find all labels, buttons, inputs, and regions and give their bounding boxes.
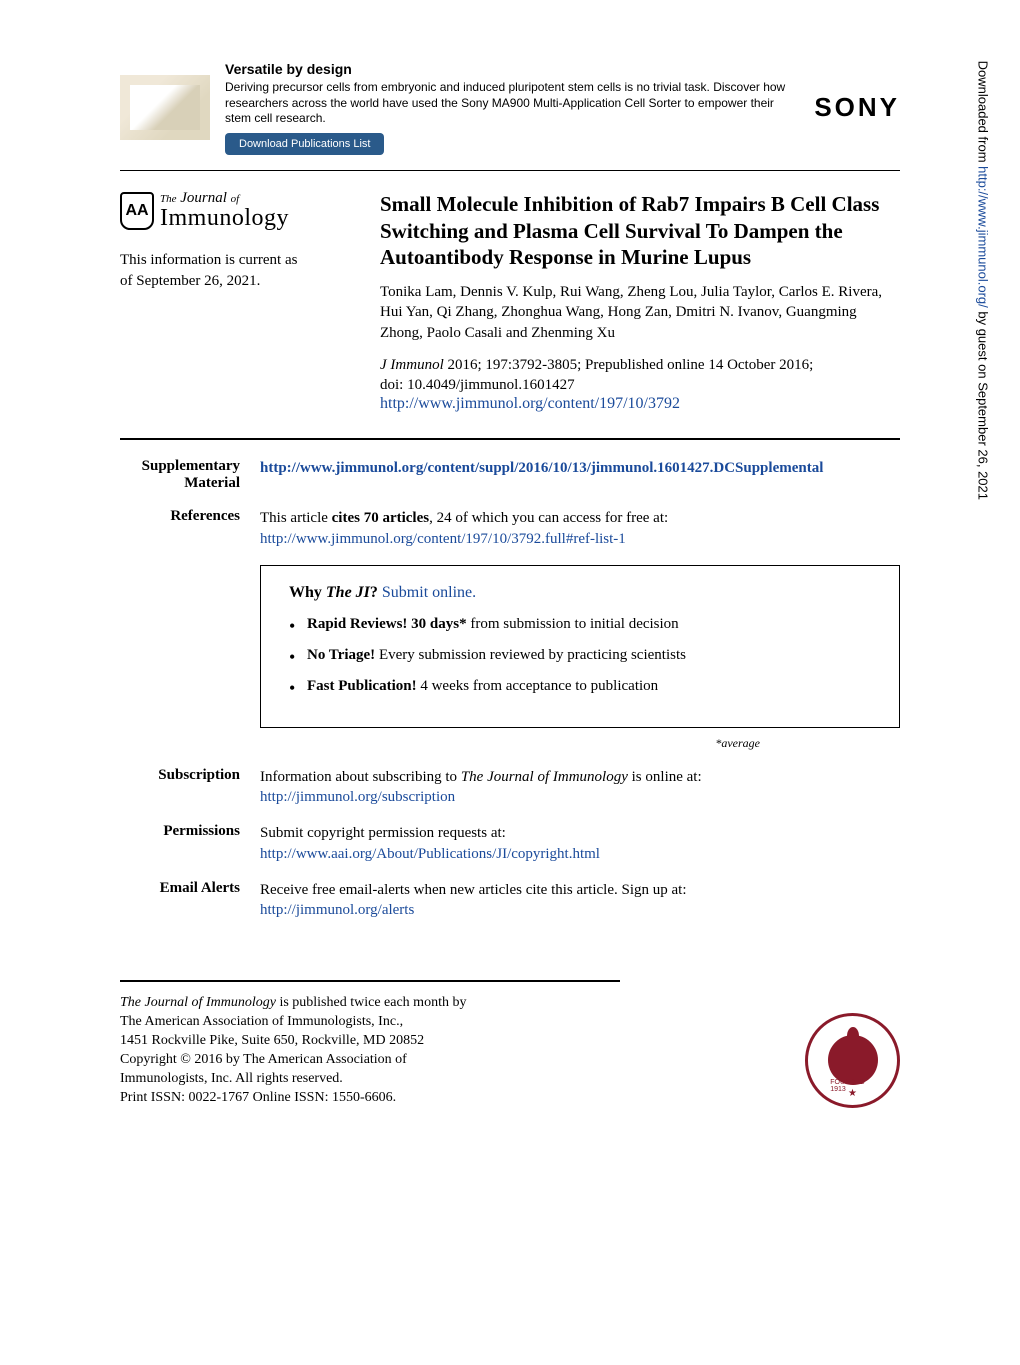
footer-line-3: 1451 Rockville Pike, Suite 650, Rockvill… (120, 1032, 765, 1051)
ad-body: Deriving precursor cells from embryonic … (225, 80, 799, 127)
average-note: *average (120, 736, 760, 751)
perm-text: Submit copyright permission requests at: (260, 825, 506, 841)
journal-word: Journal (180, 190, 227, 206)
footer-text: The Journal of Immunology is published t… (120, 980, 765, 1107)
ad-download-button[interactable]: Download Publications List (225, 133, 384, 155)
left-column: AA The Journal of Immunology This inform… (120, 191, 350, 413)
b1-bold: Rapid Reviews! 30 days* (307, 616, 467, 632)
b2-bold: No Triage! (307, 647, 375, 663)
authors: Tonika Lam, Dennis V. Kulp, Rui Wang, Zh… (380, 282, 900, 343)
why-pre: Why (289, 584, 326, 601)
references-row: References This article cites 70 article… (120, 508, 900, 549)
sidebar-post: by guest on September 26, 2021 (975, 308, 990, 500)
why-em: The JI (326, 584, 370, 601)
why-box: Why The JI? Submit online. Rapid Reviews… (260, 565, 900, 728)
journal-name: The Journal of Immunology (160, 191, 289, 230)
aai-seal-inner (828, 1035, 878, 1085)
citation-journal: J Immunol (380, 357, 444, 373)
why-list: Rapid Reviews! 30 days* from submission … (289, 616, 871, 695)
footer-line-6: Print ISSN: 0022-1767 Online ISSN: 1550-… (120, 1089, 765, 1108)
footer-line-1: The Journal of Immunology is published t… (120, 994, 765, 1013)
aai-seal-icon: FOUNDED 1913 (805, 1013, 900, 1108)
footer-row: The Journal of Immunology is published t… (120, 980, 900, 1107)
of-word: of (231, 193, 240, 205)
ad-banner: Versatile by design Deriving precursor c… (120, 60, 900, 171)
sub-post: is online at: (628, 769, 702, 785)
b2-rest: Every submission reviewed by practicing … (375, 647, 686, 663)
footer-line-4: Copyright © 2016 by The American Associa… (120, 1051, 765, 1070)
divider-1 (120, 438, 900, 440)
alerts-text: Receive free email-alerts when new artic… (260, 882, 687, 898)
citation-rest: 2016; 197:3792-3805; Prepublished online… (444, 357, 814, 373)
b3-bold: Fast Publication! (307, 678, 417, 694)
f1-em: The Journal of Immunology (120, 995, 276, 1010)
why-q: ? (370, 584, 382, 601)
permissions-value: Submit copyright permission requests at:… (260, 823, 900, 864)
supplementary-value: http://www.jimmunol.org/content/suppl/20… (260, 458, 900, 492)
journal-logo: AA The Journal of Immunology (120, 191, 350, 230)
supplementary-link[interactable]: http://www.jimmunol.org/content/suppl/20… (260, 460, 823, 476)
ad-image (120, 75, 210, 140)
why-title: Why The JI? Submit online. (289, 584, 871, 602)
ref-post: , 24 of which you can access for free at… (429, 510, 668, 526)
footer-divider (120, 980, 620, 982)
current-line-1: This information is current as (120, 250, 350, 271)
sidebar-pre: Downloaded from (975, 61, 990, 167)
alerts-value: Receive free email-alerts when new artic… (260, 880, 900, 921)
sidebar-download-text: Downloaded from http://www.jimmunol.org/… (975, 61, 990, 500)
permissions-label: Permissions (120, 823, 240, 864)
subscription-row: Subscription Information about subscribi… (120, 767, 900, 808)
supplementary-row: Supplementary Material http://www.jimmun… (120, 458, 900, 492)
sub-em: The Journal of Immunology (461, 769, 628, 785)
footer-line-2: The American Association of Immunologist… (120, 1013, 765, 1032)
current-line-2: of September 26, 2021. (120, 271, 350, 292)
permissions-link[interactable]: http://www.aai.org/About/Publications/JI… (260, 846, 600, 862)
footer-line-5: Immunologists, Inc. All rights reserved. (120, 1070, 765, 1089)
journal-name-top: The Journal of (160, 191, 289, 206)
doi: doi: 10.4049/jimmunol.1601427 (380, 375, 900, 395)
the-word: The (160, 193, 177, 205)
sidebar-link[interactable]: http://www.jimmunol.org/ (975, 166, 990, 308)
why-bullet-1: Rapid Reviews! 30 days* from submission … (307, 616, 871, 633)
alerts-label: Email Alerts (120, 880, 240, 921)
shield-icon: AA (120, 192, 154, 230)
citation: J Immunol 2016; 197:3792-3805; Prepublis… (380, 355, 900, 375)
why-bullet-2: No Triage! Every submission reviewed by … (307, 647, 871, 664)
alerts-link[interactable]: http://jimmunol.org/alerts (260, 902, 414, 918)
article-title: Small Molecule Inhibition of Rab7 Impair… (380, 191, 900, 270)
references-link[interactable]: http://www.jimmunol.org/content/197/10/3… (260, 531, 626, 547)
permissions-row: Permissions Submit copyright permission … (120, 823, 900, 864)
why-bullet-3: Fast Publication! 4 weeks from acceptanc… (307, 678, 871, 695)
submit-online-link[interactable]: Submit online. (382, 584, 476, 601)
sony-logo: SONY (814, 92, 900, 123)
alerts-row: Email Alerts Receive free email-alerts w… (120, 880, 900, 921)
current-info: This information is current as of Septem… (120, 250, 350, 292)
ad-title: Versatile by design (225, 60, 799, 78)
references-label: References (120, 508, 240, 549)
subscription-link[interactable]: http://jimmunol.org/subscription (260, 789, 455, 805)
article-url-link[interactable]: http://www.jimmunol.org/content/197/10/3… (380, 395, 680, 412)
subscription-value: Information about subscribing to The Jou… (260, 767, 900, 808)
header-row: AA The Journal of Immunology This inform… (120, 191, 900, 413)
journal-name-bottom: Immunology (160, 206, 289, 230)
sub-pre: Information about subscribing to (260, 769, 461, 785)
b3-rest: 4 weeks from acceptance to publication (417, 678, 659, 694)
supplementary-label: Supplementary Material (120, 458, 240, 492)
aai-seal-year: FOUNDED 1913 (830, 1079, 875, 1093)
references-value: This article cites 70 articles, 24 of wh… (260, 508, 900, 549)
f1-rest: is published twice each month by (276, 995, 467, 1010)
subscription-label: Subscription (120, 767, 240, 808)
right-column: Small Molecule Inhibition of Rab7 Impair… (380, 191, 900, 413)
ref-bold: cites 70 articles (332, 510, 429, 526)
b1-rest: from submission to initial decision (467, 616, 679, 632)
ref-pre: This article (260, 510, 332, 526)
ad-text-block: Versatile by design Deriving precursor c… (225, 60, 799, 155)
